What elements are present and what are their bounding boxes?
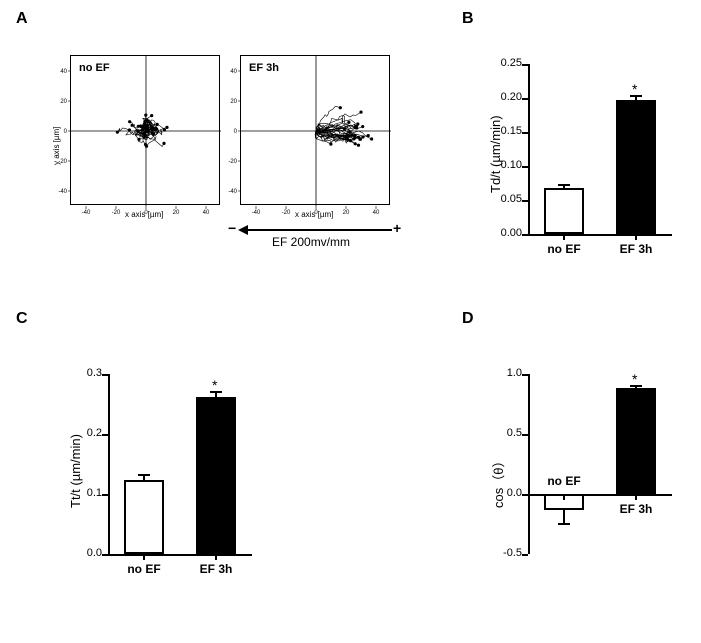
panel-d-yticklabel: 0.5 [490, 427, 522, 439]
ef3h-tracks: -40-2002040-40-2002040 [241, 56, 391, 206]
svg-text:-20: -20 [228, 159, 237, 165]
svg-text:-40: -40 [82, 210, 91, 216]
panel-d-yaxis [528, 374, 530, 554]
panel-c: 0.00.10.20.3Tt/t (µm/min)no EFEF 3h* [60, 360, 260, 590]
panel-b-errcap-0 [558, 184, 570, 186]
panel-d-ytick [522, 554, 528, 556]
ef3h-xlabel: x axis [µm] [295, 210, 333, 219]
panel-d-yticklabel: -0.5 [490, 547, 522, 559]
panel-d-ytick [522, 374, 528, 376]
panel-c-yticklabel: 0.3 [70, 367, 102, 379]
panel-d-sig: * [632, 371, 637, 387]
panel-b-bar-1 [616, 100, 656, 234]
svg-text:-40: -40 [252, 210, 261, 216]
panel-c-ytick [102, 434, 108, 436]
panel-b-yticklabel: 0.25 [490, 57, 522, 69]
panel-c-ytick [102, 374, 108, 376]
panel-b-yticklabel: 0.05 [490, 193, 522, 205]
panel-d-err-0 [563, 510, 565, 523]
panel-label-a: A [16, 10, 28, 28]
panel-label-d: D [462, 310, 474, 328]
svg-text:40: 40 [230, 69, 237, 75]
svg-text:20: 20 [60, 99, 67, 105]
panel-d-errcap-0 [558, 523, 570, 525]
ef-plus: + [393, 220, 401, 236]
panel-c-bar-0 [124, 480, 164, 554]
panel-c-bar-1 [196, 397, 236, 554]
panel-b-cat-1: EF 3h [606, 242, 666, 256]
panel-b: 0.000.050.100.150.200.25Td/t (µm/min)no … [480, 50, 680, 270]
panel-c-ytick [102, 554, 108, 556]
svg-text:0: 0 [234, 129, 238, 135]
panel-b-sig: * [632, 81, 637, 97]
panel-b-xaxis [528, 234, 672, 236]
panel-b-yticklabel: 0.00 [490, 227, 522, 239]
panel-d-yticklabel: 1.0 [490, 367, 522, 379]
svg-text:-40: -40 [228, 189, 237, 195]
panel-d-bar-1 [616, 388, 656, 494]
trajectory-plot-ef3h: -40-2002040-40-2002040 EF 3h [240, 55, 390, 205]
ef-arrow-head [238, 225, 248, 235]
svg-text:20: 20 [173, 210, 180, 216]
ef-arrow-line [248, 229, 392, 231]
panel-b-bar-0 [544, 188, 584, 234]
noef-tracks: -40-2002040-40-2002040 [71, 56, 221, 206]
panel-label-b: B [462, 10, 474, 28]
panel-b-ytick [522, 234, 528, 236]
traj-title-noef: no EF [79, 62, 110, 74]
panel-c-yticklabel: 0.0 [70, 547, 102, 559]
panel-c-xtick-0 [143, 554, 145, 560]
panel-d-ylabel: cos（θ） [488, 455, 507, 508]
svg-text:40: 40 [203, 210, 210, 216]
panel-a: -40-2002040-40-2002040 no EF x axis [µm]… [40, 55, 400, 275]
panel-d-xtick-1 [635, 494, 637, 500]
panel-c-cat-1: EF 3h [186, 562, 246, 576]
panel-b-ytick [522, 200, 528, 202]
panel-label-c: C [16, 310, 28, 328]
panel-d-cat-0: no EF [534, 474, 594, 488]
panel-b-ytick [522, 98, 528, 100]
panel-b-yaxis [528, 64, 530, 234]
panel-c-xtick-1 [215, 554, 217, 560]
traj-title-ef3h: EF 3h [249, 62, 279, 74]
panel-c-ytick [102, 494, 108, 496]
ef-caption: EF 200mv/mm [272, 235, 350, 249]
panel-b-ytick [522, 64, 528, 66]
trajectory-plot-noef: -40-2002040-40-2002040 no EF [70, 55, 220, 205]
panel-d-ytick [522, 434, 528, 436]
ef-minus: − [228, 220, 236, 236]
panel-b-ylabel: Td/t (µm/min) [488, 115, 503, 193]
panel-b-xtick-1 [635, 234, 637, 240]
svg-text:0: 0 [64, 129, 68, 135]
noef-ylabel: y axis [µm] [52, 127, 61, 165]
panel-b-ytick [522, 132, 528, 134]
panel-c-xaxis [108, 554, 252, 556]
panel-d-ytick [522, 494, 528, 496]
panel-b-ytick [522, 166, 528, 168]
svg-text:20: 20 [343, 210, 350, 216]
svg-text:-20: -20 [282, 210, 291, 216]
svg-text:40: 40 [373, 210, 380, 216]
svg-text:40: 40 [60, 69, 67, 75]
panel-b-yticklabel: 0.20 [490, 91, 522, 103]
panel-c-cat-0: no EF [114, 562, 174, 576]
svg-text:-20: -20 [112, 210, 121, 216]
panel-d-xtick-0 [563, 494, 565, 500]
svg-text:-40: -40 [58, 189, 67, 195]
panel-c-sig: * [212, 377, 217, 393]
panel-d-cat-1: EF 3h [606, 502, 666, 516]
panel-c-yaxis [108, 374, 110, 554]
panel-c-errcap-0 [138, 474, 150, 476]
panel-d: -0.50.00.51.0cos（θ）no EFEF 3h* [480, 360, 680, 590]
panel-b-cat-0: no EF [534, 242, 594, 256]
panel-b-xtick-0 [563, 234, 565, 240]
panel-c-ylabel: Tt/t (µm/min) [68, 434, 83, 508]
noef-xlabel: x axis [µm] [125, 210, 163, 219]
svg-text:20: 20 [230, 99, 237, 105]
